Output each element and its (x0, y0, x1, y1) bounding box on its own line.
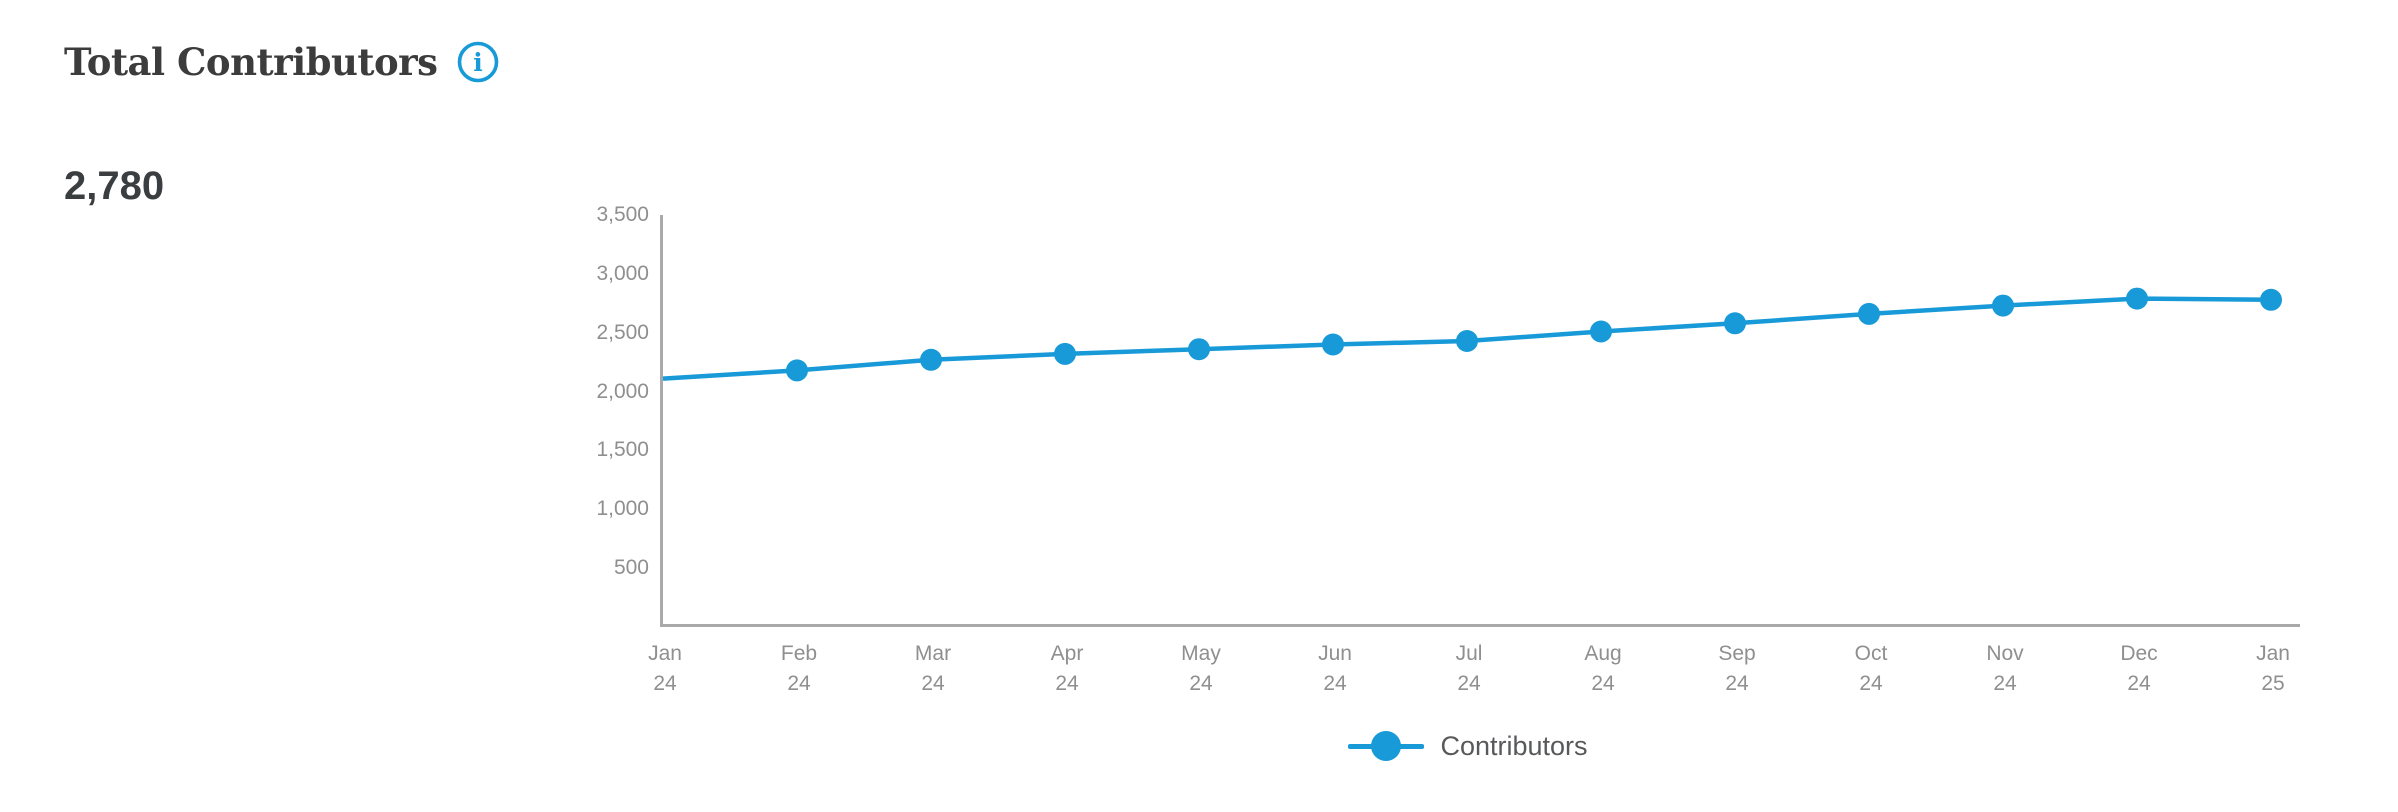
x-tick-label: Aug 24 (1584, 642, 1622, 695)
x-tick-label: Jan 24 (648, 642, 682, 695)
x-tick-label: Oct 24 (1854, 642, 1888, 695)
legend[interactable]: Contributors (663, 731, 2273, 761)
data-point-aug-24[interactable] (1590, 320, 1612, 343)
x-tick-label: Jun 24 (1318, 642, 1352, 695)
y-tick-label: 1,000 (596, 497, 649, 521)
total-value: 2,780 (64, 164, 165, 208)
x-tick-label: Feb 24 (780, 642, 818, 695)
y-tick-label: 3,000 (596, 261, 649, 285)
x-tick-label: Dec 24 (2120, 642, 2158, 695)
svg-text:i: i (473, 48, 483, 77)
info-icon[interactable]: i (456, 40, 500, 84)
x-tick-label: Mar 24 (914, 642, 952, 695)
x-tick-label: Jan 25 (2256, 642, 2290, 695)
data-point-jan-25[interactable] (2260, 288, 2282, 311)
y-tick-label: 500 (613, 556, 649, 580)
card-header: Total Contributors i (64, 40, 500, 84)
data-point-sep-24[interactable] (1724, 312, 1746, 335)
data-point-mar-24[interactable] (920, 348, 942, 371)
data-point-jul-24[interactable] (1456, 330, 1478, 352)
x-tick-label: May 24 (1181, 642, 1221, 695)
data-point-feb-24[interactable] (786, 359, 808, 382)
x-tick-label: Nov 24 (1986, 642, 2024, 695)
data-point-may-24[interactable] (1188, 338, 1210, 361)
y-tick-label: 3,500 (596, 203, 649, 226)
contributors-line-chart: 3,500 3,000 2,500 2,000 1,500 1,000 500 Jan 24 F… (596, 203, 2300, 761)
plot-area (662, 287, 2282, 382)
y-tick-label: 1,500 (596, 438, 649, 462)
data-point-dec-24[interactable] (2126, 287, 2148, 310)
data-point-oct-24[interactable] (1858, 302, 1880, 325)
data-point-jun-24[interactable] (1322, 333, 1344, 356)
legend-label: Contributors (1440, 731, 1588, 761)
page-title: Total Contributors (64, 40, 438, 84)
x-tick-label: Apr 24 (1050, 642, 1084, 695)
legend-line-dot-icon (1348, 731, 1425, 761)
y-tick-label: 2,000 (596, 379, 649, 403)
data-point-apr-24[interactable] (1054, 342, 1076, 365)
x-tick-label: Sep 24 (1718, 642, 1756, 695)
data-point-nov-24[interactable] (1992, 294, 2014, 317)
x-tick-label: Jul 24 (1455, 642, 1483, 695)
y-tick-label: 2,500 (596, 320, 649, 344)
